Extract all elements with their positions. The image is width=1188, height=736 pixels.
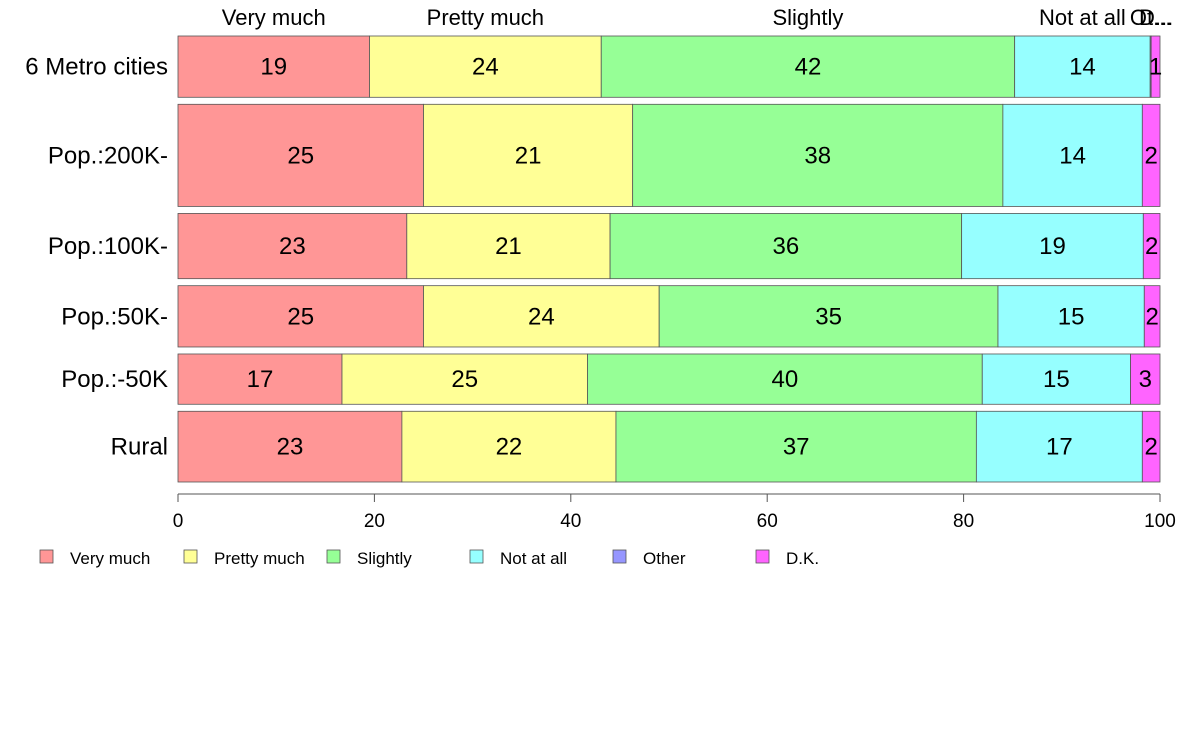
bar-value-label: 2 bbox=[1144, 434, 1157, 461]
top-series-label: Not at all bbox=[1039, 5, 1126, 30]
legend: Very much Pretty much Slightly Not at all Ot… bbox=[39, 549, 819, 568]
bar-value-label: 19 bbox=[1039, 233, 1066, 260]
x-tick-label: 60 bbox=[757, 511, 778, 532]
bar-value-label: 25 bbox=[451, 366, 478, 393]
legend-label: Not at all bbox=[500, 549, 567, 568]
bar-segment bbox=[423, 285, 660, 348]
legend-label: Other bbox=[643, 549, 686, 568]
bar-value-label: 14 bbox=[1059, 142, 1086, 169]
bar-segment bbox=[177, 285, 424, 348]
legend-label: Pretty much bbox=[214, 549, 305, 568]
bar-segment bbox=[1130, 353, 1161, 405]
top-series-label: Very much bbox=[222, 5, 326, 30]
bar-value-label: 23 bbox=[279, 233, 306, 260]
legend-label: D.K. bbox=[786, 549, 819, 568]
bar-value-label: 15 bbox=[1058, 303, 1085, 330]
bar-segment bbox=[1141, 410, 1161, 483]
bar-segment bbox=[975, 410, 1143, 483]
bar-segment bbox=[177, 35, 370, 98]
bar-value-label: 24 bbox=[528, 303, 555, 330]
legend-swatch bbox=[183, 549, 198, 564]
bar-segment bbox=[341, 353, 588, 405]
x-tick-label: 40 bbox=[560, 511, 581, 532]
bar-value-label: 40 bbox=[772, 366, 799, 393]
bar-segment bbox=[632, 103, 1004, 207]
bar-segment bbox=[587, 353, 983, 405]
bar-segment bbox=[1002, 103, 1143, 207]
bar-segment bbox=[177, 353, 343, 405]
top-series-label: Slightly bbox=[772, 5, 843, 30]
bar-value-label: 2 bbox=[1145, 303, 1158, 330]
bar-segment bbox=[609, 213, 963, 280]
bar-segment bbox=[1143, 285, 1161, 348]
legend-label: Slightly bbox=[357, 549, 412, 568]
bar-segment bbox=[423, 103, 634, 207]
bar-segment bbox=[981, 353, 1131, 405]
category-label: Pop.:200K- bbox=[48, 142, 168, 169]
bar-segment bbox=[961, 213, 1144, 280]
legend-swatch bbox=[612, 549, 627, 564]
x-tick-label: 0 bbox=[173, 511, 184, 532]
bar-segment bbox=[177, 103, 424, 207]
top-series-label: Ot... bbox=[1130, 5, 1172, 30]
bar-value-label: 23 bbox=[277, 434, 304, 461]
bar-value-label: 24 bbox=[472, 54, 499, 81]
bar-segment bbox=[369, 35, 602, 98]
bars-layer: 19 24 42 14 125 21 38 14 223 21 36 19 225 24 35 15 217 25… bbox=[177, 35, 1162, 483]
legend-swatch bbox=[469, 549, 484, 564]
bar-value-label: 17 bbox=[247, 366, 274, 393]
bar-value-label: 25 bbox=[287, 303, 314, 330]
bar-segment bbox=[658, 285, 999, 348]
category-label: Pop.:-50K bbox=[61, 366, 168, 393]
bar-value-label: 15 bbox=[1043, 366, 1070, 393]
top-series-label: Pretty much bbox=[427, 5, 544, 30]
bar-value-label: 25 bbox=[287, 142, 314, 169]
bar-segment bbox=[177, 410, 403, 483]
legend-swatch bbox=[755, 549, 770, 564]
bar-value-label: 21 bbox=[495, 233, 522, 260]
category-label: Pop.:50K- bbox=[61, 303, 168, 330]
bar-segment bbox=[997, 285, 1145, 348]
bar-value-label: 17 bbox=[1046, 434, 1073, 461]
bar-segment bbox=[177, 213, 408, 280]
bar-value-label: 38 bbox=[804, 142, 831, 169]
bar-segment bbox=[600, 35, 1016, 98]
x-tick-label: 20 bbox=[364, 511, 385, 532]
bar-segment bbox=[1150, 35, 1161, 98]
category-label: Rural bbox=[111, 434, 168, 461]
bar-value-label: 3 bbox=[1139, 366, 1152, 393]
bar-segment bbox=[1141, 103, 1161, 207]
x-axis: 0 20 40 60 80 100 bbox=[173, 493, 1176, 532]
bar-value-label: 35 bbox=[815, 303, 842, 330]
bar-value-label: 42 bbox=[795, 54, 822, 81]
bar-segment bbox=[1142, 213, 1161, 280]
bar-value-label: 1 bbox=[1149, 54, 1162, 81]
series-top-labels: Very much Pretty much Slightly Not at all Ot… bbox=[222, 5, 1173, 30]
bar-segment bbox=[401, 410, 617, 483]
bar-value-label: 21 bbox=[515, 142, 542, 169]
legend-swatch bbox=[326, 549, 341, 564]
category-label: Pop.:100K- bbox=[48, 233, 168, 260]
legend-label: Very much bbox=[70, 549, 150, 568]
legend-swatch bbox=[39, 549, 54, 564]
bar-value-label: 36 bbox=[773, 233, 800, 260]
bar-value-label: 14 bbox=[1069, 54, 1096, 81]
x-tick-label: 80 bbox=[953, 511, 974, 532]
bar-segment bbox=[1014, 35, 1151, 98]
category-label: 6 Metro cities bbox=[25, 54, 168, 81]
bar-segment bbox=[615, 410, 977, 483]
x-tick-label: 100 bbox=[1144, 511, 1176, 532]
bar-segment bbox=[406, 213, 611, 280]
bar-value-label: 2 bbox=[1145, 233, 1158, 260]
category-labels: 6 Metro cities Pop.:200K- Pop.:100K- Pop.:5… bbox=[25, 54, 168, 461]
bar-value-label: 22 bbox=[496, 434, 523, 461]
bar-value-label: 2 bbox=[1144, 142, 1157, 169]
top-series-label: D... bbox=[1139, 5, 1173, 30]
bar-value-label: 19 bbox=[260, 54, 287, 81]
bar-value-label: 37 bbox=[783, 434, 810, 461]
